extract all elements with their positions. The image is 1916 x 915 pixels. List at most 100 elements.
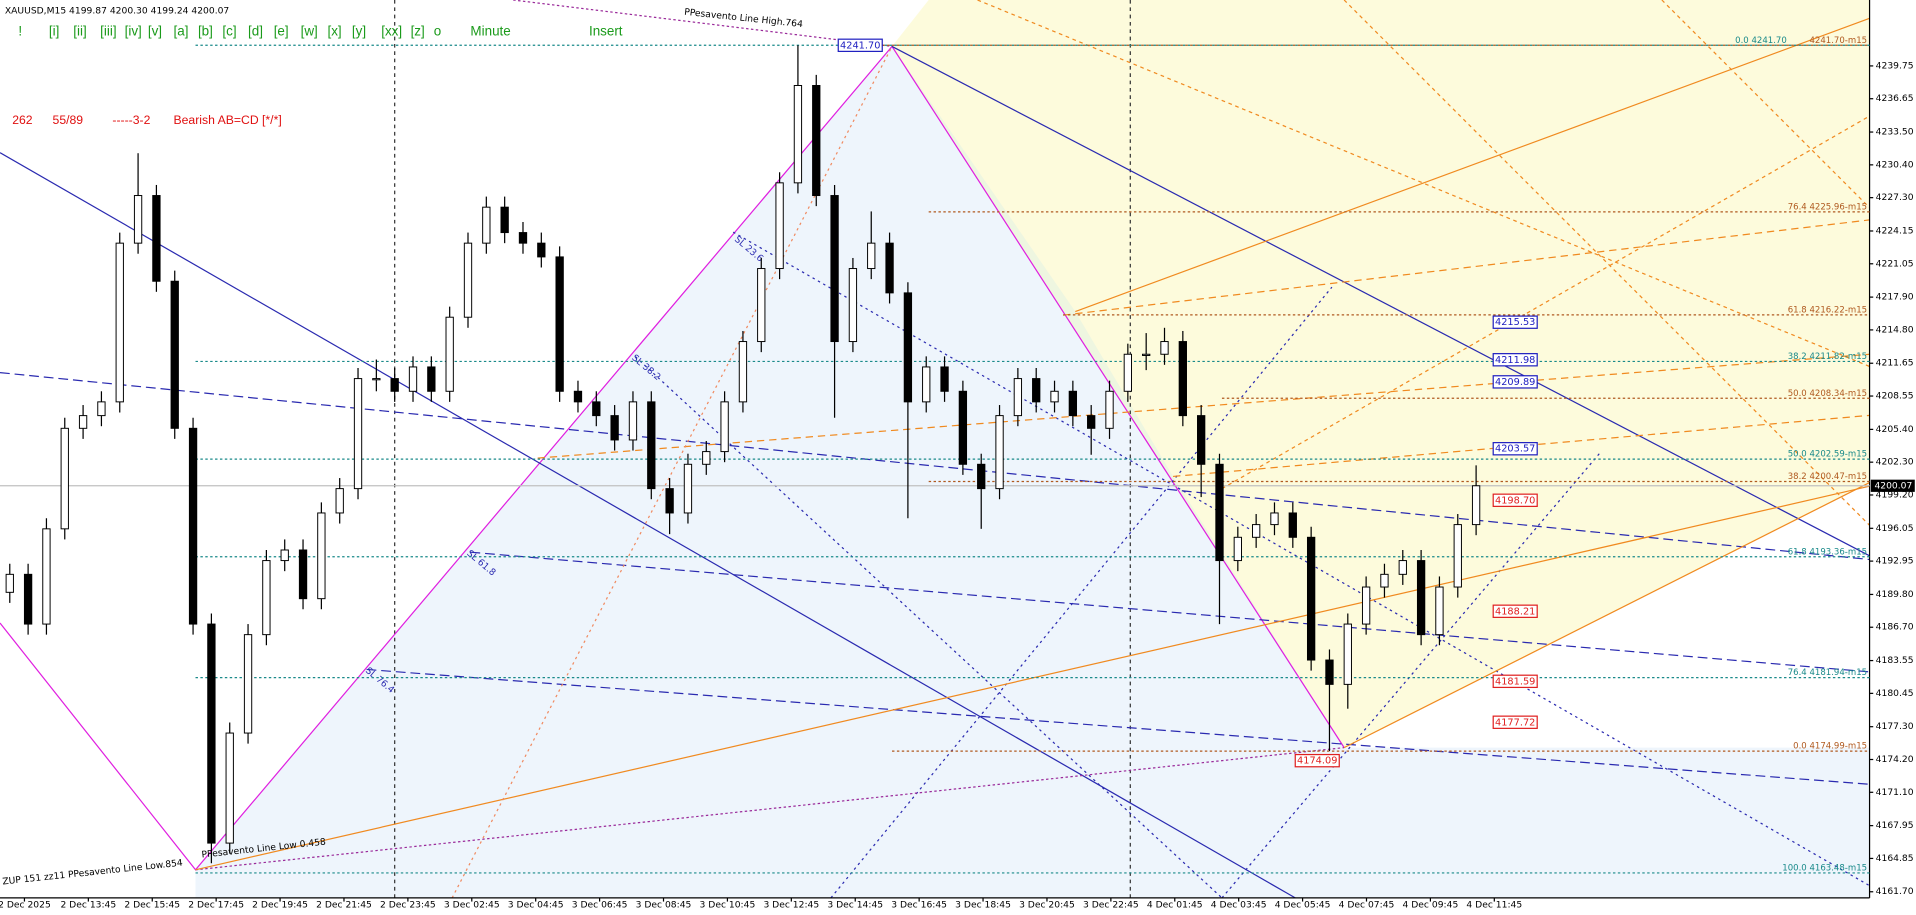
candle-body <box>353 378 363 490</box>
price-tag-box <box>1492 493 1538 507</box>
toolbar-button[interactable]: [y] <box>352 23 366 38</box>
toolbar-button[interactable]: [c] <box>222 23 236 38</box>
candle-body <box>977 463 986 490</box>
toolbar-button[interactable]: [b] <box>198 23 213 38</box>
price-tag: 4174.09 <box>1297 756 1337 767</box>
fan-line <box>1661 0 1870 209</box>
x-tick-label: 3 Dec 14:45 <box>827 900 883 911</box>
candle-body <box>78 415 88 429</box>
toolbar-button[interactable]: o <box>434 23 441 38</box>
x-tick-label: 4 Dec 05:45 <box>1275 900 1331 911</box>
toolbar-button[interactable]: [w] <box>301 23 318 38</box>
toolbar-button[interactable]: [x] <box>327 23 341 38</box>
y-tick-label: 4183.55 <box>1876 655 1914 666</box>
toolbar-button[interactable]: [xx] <box>381 23 402 38</box>
pattern-info: 55/89 <box>53 113 84 127</box>
candle-body <box>1178 341 1187 417</box>
x-tick-label: 3 Dec 12:45 <box>763 900 819 911</box>
candle-body <box>207 623 216 844</box>
candle-body <box>573 390 583 403</box>
fan-line <box>1343 481 1870 749</box>
x-tick-label: 4 Dec 09:45 <box>1403 900 1459 911</box>
fan-line <box>537 353 1870 459</box>
candle-body <box>1325 659 1334 685</box>
x-tick-label: 2 Dec 17:45 <box>188 900 244 911</box>
candle-body <box>1471 485 1481 526</box>
toolbar-button[interactable]: [a] <box>174 23 189 38</box>
x-tick-label: 4 Dec 07:45 <box>1339 900 1395 911</box>
candle-body <box>408 366 418 392</box>
candle-body <box>720 401 729 453</box>
candle-body <box>1416 560 1426 636</box>
toolbar-button[interactable]: Minute <box>470 23 510 38</box>
candle-body <box>1343 623 1352 685</box>
annotation: PPesavento Line High.764 <box>684 7 804 30</box>
current-price-label: 4200.07 <box>1874 480 1912 491</box>
candle-body <box>757 268 766 343</box>
candle-body <box>848 268 858 343</box>
zone-yellow <box>892 0 1870 748</box>
y-tick-label: 4230.40 <box>1876 159 1914 170</box>
fib-label: 50.0 4202.59-m15 <box>1788 450 1867 460</box>
toolbar-button[interactable]: ! <box>18 23 22 38</box>
candle-body <box>610 415 619 441</box>
y-tick-label: 4211.65 <box>1876 358 1914 369</box>
fib-label: 61.8 4193.36-m15 <box>1788 547 1867 557</box>
x-tick-label: 2 Dec 23:45 <box>380 900 436 911</box>
y-tick-label: 4199.20 <box>1876 489 1914 500</box>
x-tick-label: 2 Dec 21:45 <box>316 900 372 911</box>
trend-line <box>891 45 1870 557</box>
x-tick-label: 4 Dec 01:45 <box>1147 900 1203 911</box>
toolbar-button[interactable]: [iv] <box>125 23 142 38</box>
candle-body <box>170 280 179 429</box>
toolbar-button[interactable]: [z] <box>411 23 425 38</box>
candle-body <box>1123 353 1133 392</box>
price-tag: 4211.98 <box>1495 355 1535 366</box>
price-tag: 4241.70 <box>840 40 880 51</box>
candle-body <box>280 549 289 562</box>
price-tag: 4181.59 <box>1495 676 1535 687</box>
candle-body <box>555 256 564 392</box>
candle-body <box>592 401 601 417</box>
y-tick-label: 4180.45 <box>1876 688 1914 699</box>
toolbar-button[interactable]: [e] <box>274 23 289 38</box>
toolbar-button[interactable]: [i] <box>49 23 59 38</box>
price-tag-box <box>1492 375 1538 389</box>
fan-line <box>1075 17 1870 313</box>
toolbar-button[interactable]: [ii] <box>73 23 86 38</box>
candle-body <box>317 512 326 600</box>
candle-body <box>867 242 876 270</box>
x-tick-label: 3 Dec 16:45 <box>891 900 947 911</box>
candle-body <box>115 242 124 403</box>
toolbar-button[interactable]: Insert <box>589 23 623 38</box>
candle-body <box>1453 524 1462 588</box>
candle-body <box>1105 390 1114 429</box>
toolbar-button[interactable]: [d] <box>248 23 263 38</box>
y-tick-label: 4224.15 <box>1876 225 1914 236</box>
y-tick-label: 4171.10 <box>1876 787 1914 798</box>
candle-body <box>23 573 33 625</box>
pattern-info: 262 <box>12 113 33 127</box>
candle-body <box>97 401 106 417</box>
candle-body <box>1215 463 1224 562</box>
toolbar-button[interactable]: [iii] <box>100 23 116 38</box>
toolbar-button[interactable]: [v] <box>148 23 162 38</box>
annotation: ZUP 151 zz11 PPesavento Line Low.854 <box>2 858 184 888</box>
candle-body <box>427 366 436 392</box>
candle-body <box>1197 415 1206 465</box>
pattern-info: -----3-2 <box>112 113 150 127</box>
y-tick-label: 4217.90 <box>1876 292 1914 303</box>
pattern-info: Bearish AB=CD [*/*] <box>174 113 282 127</box>
candle-body <box>812 85 821 197</box>
x-tick-label: 3 Dec 02:45 <box>444 900 500 911</box>
x-tick-label: 4 Dec 03:45 <box>1211 900 1267 911</box>
price-tag-box <box>1492 315 1538 329</box>
candle-body <box>793 85 803 184</box>
x-tick-label: 4 Dec 11:45 <box>1466 900 1522 911</box>
candle-body <box>445 316 454 392</box>
candle-body <box>995 415 1004 490</box>
candle-body <box>1288 512 1297 538</box>
fan-line <box>1343 0 1870 526</box>
candle-body <box>518 232 528 244</box>
